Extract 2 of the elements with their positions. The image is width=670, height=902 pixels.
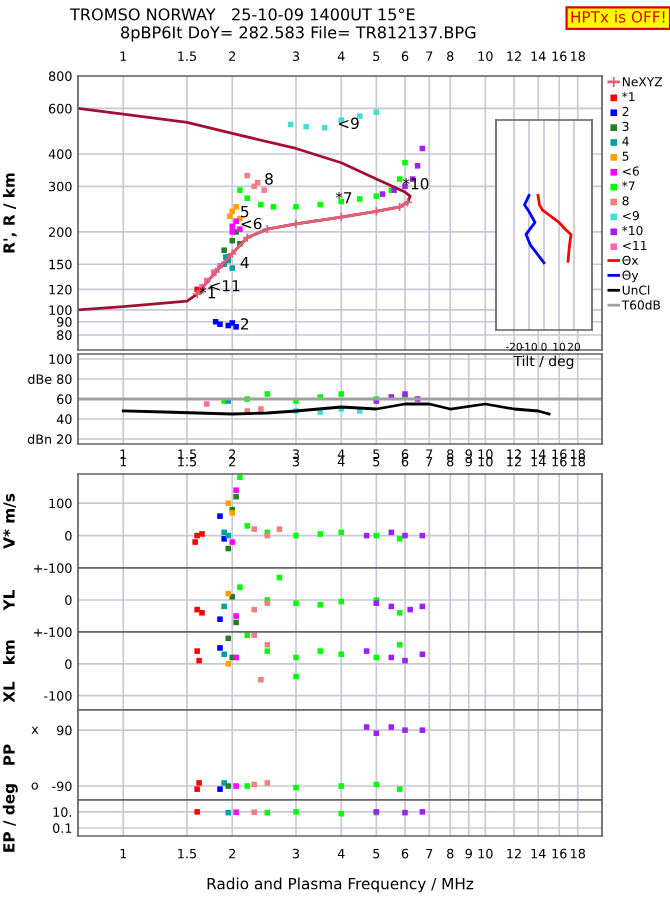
chart-title: TROMSO NORWAY 25-10-09 1400UT 15°E [69,8,415,21]
chart-subtitle: 8pBP6It DoY= 282.583 File= TR812137.BPG [121,26,476,42]
